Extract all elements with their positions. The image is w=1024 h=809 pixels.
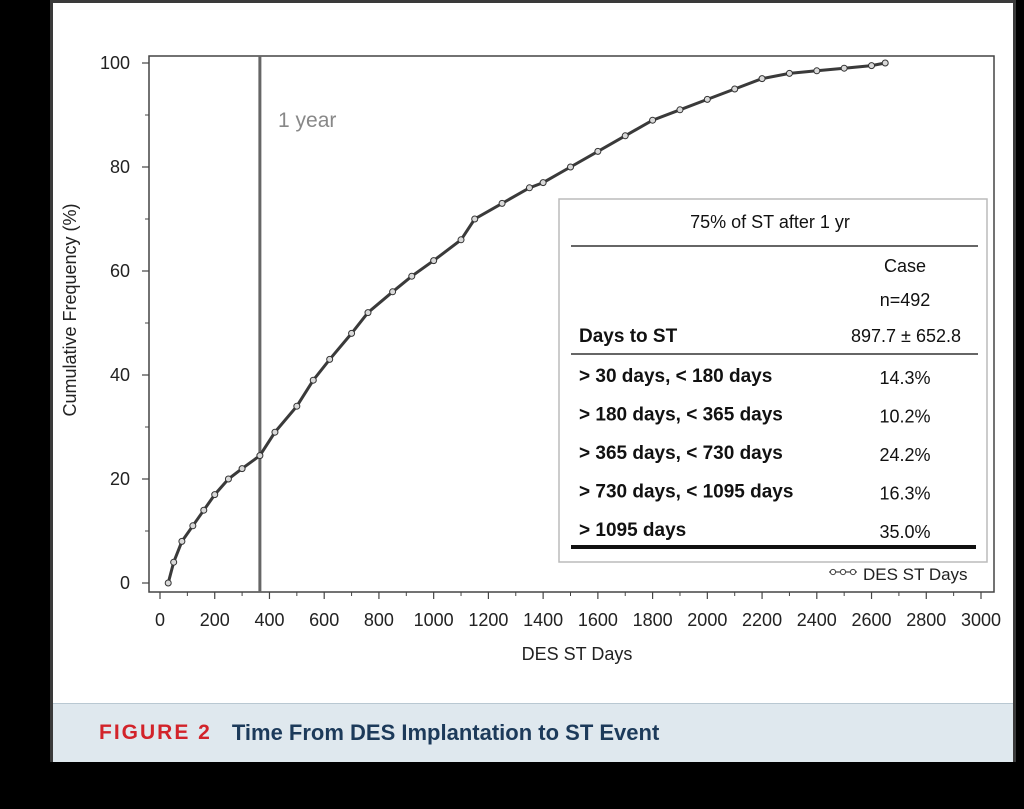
data-point bbox=[170, 558, 178, 566]
y-tick-label: 80 bbox=[110, 157, 130, 177]
data-point bbox=[256, 452, 264, 460]
data-point bbox=[758, 75, 766, 83]
figure-title: Time From DES Implantation to ST Event bbox=[231, 720, 660, 745]
x-tick-label: 2400 bbox=[797, 610, 837, 630]
x-tick-label: 2800 bbox=[906, 610, 946, 630]
data-point bbox=[498, 199, 506, 207]
data-point bbox=[539, 179, 547, 187]
data-point bbox=[594, 147, 602, 155]
data-point bbox=[164, 579, 172, 587]
data-point bbox=[348, 329, 356, 337]
x-tick-label: 600 bbox=[309, 610, 339, 630]
chart: 0 200 400 600 800 1000 1200 1400 1600 1800 2000 220… bbox=[60, 53, 1001, 664]
x-tick-label: 200 bbox=[200, 610, 230, 630]
x-tick-label: 3000 bbox=[961, 610, 1001, 630]
x-tick-label: 0 bbox=[155, 610, 165, 630]
x-tick-label: 2200 bbox=[742, 610, 782, 630]
data-point bbox=[189, 522, 197, 530]
x-axis: 0 200 400 600 800 1000 1200 1400 1600 1800 2000 220… bbox=[155, 592, 1001, 630]
summary-table: 75% of ST after 1 yr Case n=492 Days to … bbox=[558, 198, 988, 563]
data-point bbox=[200, 506, 208, 514]
data-point bbox=[649, 116, 657, 124]
x-tick-label: 800 bbox=[364, 610, 394, 630]
x-axis-title: DES ST Days bbox=[522, 644, 633, 664]
table-summary-value: 897.7 ± 652.8 bbox=[851, 326, 961, 346]
table-row-label: > 365 days, < 730 days bbox=[579, 443, 783, 464]
y-tick-label: 60 bbox=[110, 261, 130, 281]
data-point bbox=[525, 184, 533, 192]
x-tick-label: 1200 bbox=[468, 610, 508, 630]
x-tick-label: 1800 bbox=[633, 610, 673, 630]
plot-frame bbox=[148, 55, 995, 593]
data-point bbox=[868, 62, 876, 70]
table-row-value: 14.3% bbox=[879, 368, 930, 388]
data-point bbox=[389, 288, 397, 296]
data-point bbox=[457, 236, 465, 244]
figure-number: FIGURE 2 bbox=[99, 721, 212, 744]
y-tick-label: 100 bbox=[100, 53, 130, 73]
x-tick-label: 1600 bbox=[578, 610, 618, 630]
table-summary-label: Days to ST bbox=[579, 326, 678, 347]
data-point bbox=[703, 95, 711, 103]
data-point bbox=[881, 59, 889, 67]
data-point bbox=[785, 69, 793, 77]
data-point bbox=[731, 85, 739, 93]
data-point bbox=[813, 67, 821, 75]
legend-label: DES ST Days bbox=[863, 565, 968, 584]
y-axis: 0 20 40 60 80 100 bbox=[100, 53, 149, 593]
table-row-value: 24.2% bbox=[879, 445, 930, 465]
data-point bbox=[364, 309, 372, 317]
data-point bbox=[840, 64, 848, 72]
table-col-header-n: n=492 bbox=[880, 290, 931, 310]
table-rows: > 30 days, < 180 days 14.3% > 180 days, < … bbox=[579, 366, 931, 542]
x-tick-label: 400 bbox=[254, 610, 284, 630]
data-point bbox=[567, 163, 574, 171]
data-point bbox=[408, 272, 416, 280]
legend: DES ST Days bbox=[829, 565, 968, 584]
figure-caption: FIGURE 2 Time From DES Implantation to S… bbox=[53, 703, 1013, 762]
data-point bbox=[271, 428, 279, 436]
y-tick-label: 40 bbox=[110, 365, 130, 385]
data-point bbox=[326, 355, 334, 363]
data-point bbox=[309, 376, 317, 384]
legend-marker bbox=[829, 568, 837, 576]
y-tick-label: 0 bbox=[120, 573, 130, 593]
table-row-label: > 1095 days bbox=[579, 520, 686, 541]
data-point bbox=[676, 106, 684, 114]
data-point bbox=[430, 257, 438, 265]
table-col-header-case: Case bbox=[884, 256, 926, 276]
legend-marker bbox=[839, 568, 847, 576]
x-tick-label: 2000 bbox=[687, 610, 727, 630]
data-point bbox=[293, 402, 301, 410]
data-point bbox=[621, 132, 629, 140]
series-layer bbox=[164, 59, 889, 587]
legend-marker bbox=[849, 568, 857, 576]
data-point bbox=[224, 475, 232, 483]
data-point bbox=[238, 465, 246, 473]
table-row-label: > 30 days, < 180 days bbox=[579, 366, 772, 387]
table-row-label: > 730 days, < 1095 days bbox=[579, 482, 793, 503]
x-tick-label: 1400 bbox=[523, 610, 563, 630]
table-row-label: > 180 days, < 365 days bbox=[579, 405, 783, 426]
x-tick-label: 1000 bbox=[414, 610, 454, 630]
data-point bbox=[471, 215, 479, 223]
table-header: 75% of ST after 1 yr bbox=[690, 212, 850, 232]
data-point bbox=[211, 491, 219, 499]
one-year-label: 1 year bbox=[278, 109, 336, 132]
table-row-value: 35.0% bbox=[879, 522, 930, 542]
table-row-value: 16.3% bbox=[879, 484, 930, 504]
summary-table-box bbox=[558, 198, 988, 563]
table-row-value: 10.2% bbox=[879, 407, 930, 427]
y-tick-label: 20 bbox=[110, 469, 130, 489]
data-point bbox=[178, 537, 186, 545]
y-axis-title: Cumulative Frequency (%) bbox=[60, 203, 80, 416]
x-tick-label: 2600 bbox=[852, 610, 892, 630]
